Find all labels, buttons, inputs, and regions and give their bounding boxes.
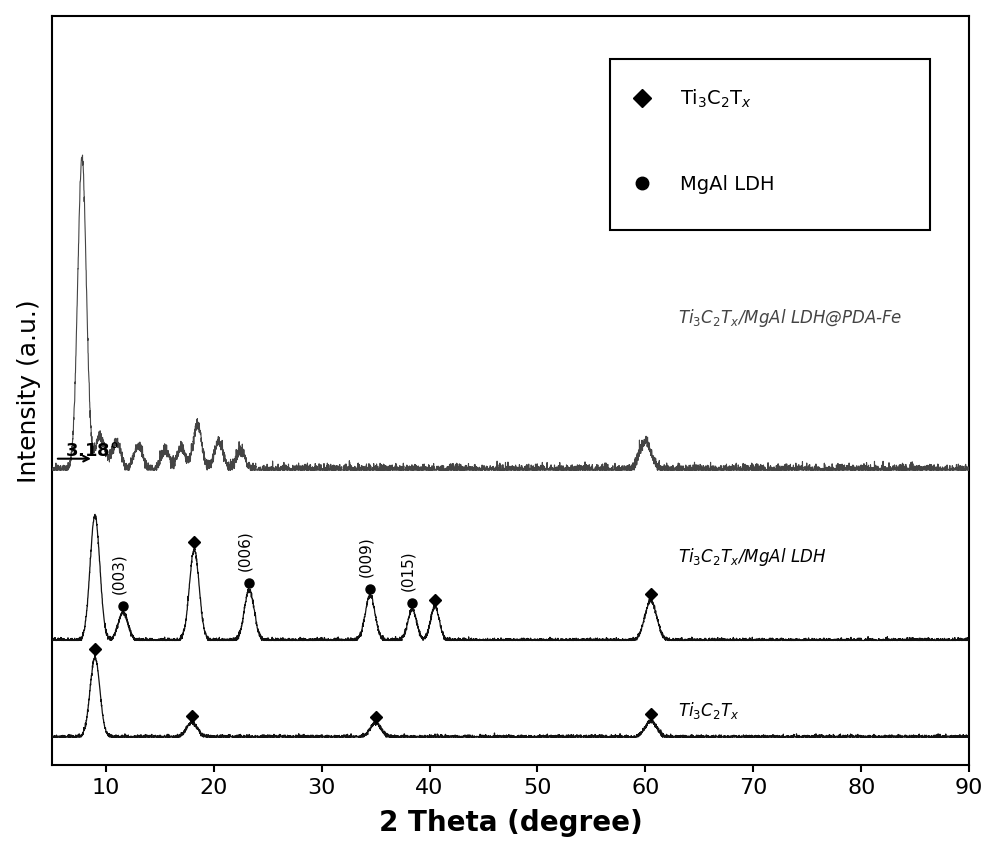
Text: $\mathbf{3.18°}$: $\mathbf{3.18°}$ xyxy=(65,442,119,460)
Text: (015): (015) xyxy=(400,550,415,590)
FancyBboxPatch shape xyxy=(610,60,930,230)
Text: Ti$_3$C$_2$T$_x$: Ti$_3$C$_2$T$_x$ xyxy=(678,699,740,720)
Text: (009): (009) xyxy=(358,536,373,576)
Y-axis label: Intensity (a.u.): Intensity (a.u.) xyxy=(17,299,41,483)
Text: (006): (006) xyxy=(237,530,252,571)
Text: MgAl LDH: MgAl LDH xyxy=(680,175,775,194)
Text: Ti$_3$C$_2$T$_x$: Ti$_3$C$_2$T$_x$ xyxy=(680,88,752,110)
Text: (003): (003) xyxy=(111,553,126,594)
X-axis label: 2 Theta (degree): 2 Theta (degree) xyxy=(379,809,642,836)
Text: Ti$_3$C$_2$T$_x$/MgAl LDH@PDA-Fe: Ti$_3$C$_2$T$_x$/MgAl LDH@PDA-Fe xyxy=(678,307,902,328)
Text: Ti$_3$C$_2$T$_x$/MgAl LDH: Ti$_3$C$_2$T$_x$/MgAl LDH xyxy=(678,545,826,567)
